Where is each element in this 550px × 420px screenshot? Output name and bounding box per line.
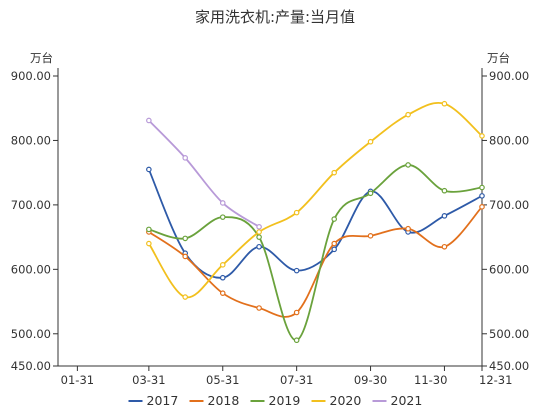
data-point-2018 [479, 204, 485, 210]
data-point-2020 [219, 262, 226, 268]
x-tick-label: 03-31 [132, 373, 165, 387]
series-line-2021 [148, 119, 260, 228]
data-point-2018 [293, 309, 300, 316]
data-point-2019 [331, 216, 338, 222]
legend-label-2018: 2018 [208, 393, 240, 408]
data-point-2018 [182, 253, 189, 260]
data-point-2018 [331, 240, 338, 247]
data-point-2021 [146, 117, 152, 124]
data-point-2019 [146, 226, 152, 233]
data-point-2020 [479, 133, 485, 139]
data-point-2021 [219, 200, 226, 206]
x-tick-label: 09-30 [354, 373, 387, 387]
y-tick-label-right: 700.00 [489, 198, 529, 212]
chart-title: 家用洗衣机:产量:当月值 [194, 8, 356, 26]
x-tick-label: 05-31 [206, 373, 239, 387]
data-point-2017 [146, 166, 152, 173]
data-point-2017 [479, 193, 485, 199]
data-point-2019 [441, 187, 448, 194]
legend-label-2020: 2020 [330, 393, 362, 408]
data-point-2021 [256, 224, 262, 230]
x-tick-label: 07-31 [280, 373, 313, 387]
data-point-2020 [146, 240, 152, 247]
data-point-2020 [293, 209, 300, 216]
data-point-2018 [367, 233, 374, 239]
data-point-2017 [331, 246, 338, 253]
y-unit-right: 万台 [487, 51, 510, 65]
data-point-2019 [293, 337, 300, 344]
y-tick-label-left: 800.00 [11, 133, 51, 147]
x-tick-label: 01-31 [61, 373, 94, 387]
y-tick-label-left: 450.00 [11, 359, 51, 373]
y-tick-label-right: 600.00 [489, 262, 529, 276]
data-point-2019 [219, 214, 226, 220]
series-line-2020 [148, 102, 483, 299]
data-point-2018 [441, 243, 448, 250]
y-tick-label-left: 700.00 [11, 198, 51, 212]
series-line-2019 [148, 164, 483, 342]
data-point-2020 [405, 111, 411, 118]
data-point-2020 [256, 229, 262, 235]
data-point-2017 [441, 213, 448, 219]
data-point-2017 [219, 274, 226, 281]
y-tick-label-left: 600.00 [11, 262, 51, 276]
data-point-2019 [405, 162, 411, 168]
legend-label-2021: 2021 [391, 393, 423, 408]
data-point-2020 [182, 294, 189, 300]
data-point-2020 [441, 100, 448, 107]
data-point-2020 [331, 169, 338, 176]
data-point-2017 [293, 267, 300, 274]
y-tick-label-left: 500.00 [11, 327, 51, 341]
series-line-2018 [148, 206, 483, 318]
y-tick-label-right: 800.00 [489, 133, 529, 147]
series-line-2017 [148, 169, 483, 279]
data-point-2017 [256, 243, 262, 250]
y-tick-label-right: 450.00 [489, 359, 529, 373]
y-unit-left: 万台 [30, 51, 53, 65]
y-tick-label-right: 900.00 [489, 69, 529, 83]
data-point-2018 [256, 305, 262, 311]
x-tick-label: 12-31 [479, 373, 512, 387]
data-point-2019 [367, 190, 374, 197]
data-point-2019 [182, 235, 189, 242]
x-tick-label: 11-30 [414, 373, 447, 387]
y-tick-label-left: 900.00 [11, 69, 51, 83]
data-point-2021 [182, 155, 189, 161]
data-point-2020 [367, 138, 374, 145]
y-tick-label-right: 500.00 [489, 327, 529, 341]
data-point-2018 [219, 290, 226, 296]
legend-label-2019: 2019 [269, 393, 301, 408]
legend-label-2017: 2017 [147, 393, 179, 408]
data-point-2019 [479, 184, 485, 191]
data-point-2019 [256, 234, 262, 240]
data-point-2018 [405, 225, 411, 232]
